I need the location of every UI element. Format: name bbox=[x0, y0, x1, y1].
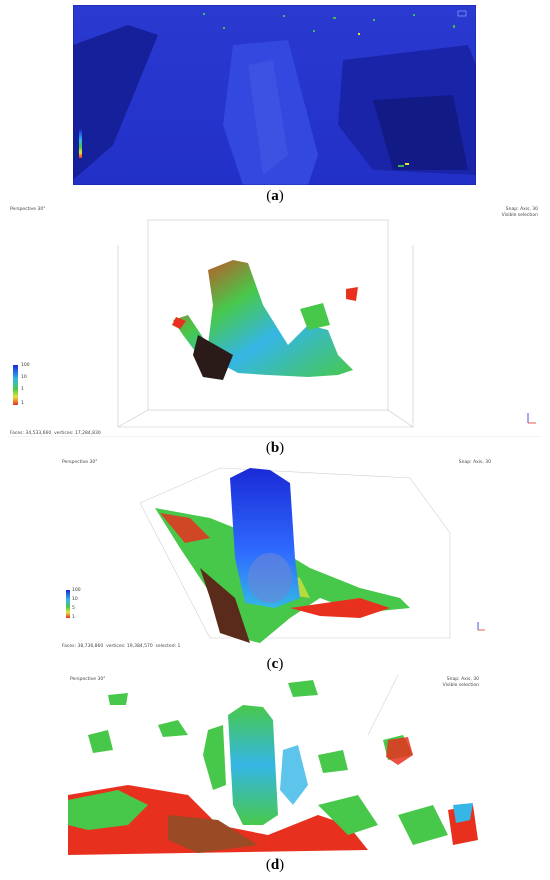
column-mesh bbox=[228, 705, 278, 825]
viewport-mode-label: Perspective 30° bbox=[62, 460, 98, 465]
axis-gizmo bbox=[527, 413, 536, 424]
color-scale-legend bbox=[66, 590, 70, 618]
mesh-render-b bbox=[8, 205, 542, 437]
caption-c: (c) bbox=[266, 656, 284, 672]
mesh-render-d bbox=[68, 675, 483, 855]
viewport-mode-label: Perspective 30° bbox=[10, 207, 46, 212]
caption-a: (a) bbox=[266, 188, 284, 204]
axis-gizmo bbox=[477, 622, 485, 631]
panel-a-image bbox=[73, 5, 476, 185]
color-scale-legend bbox=[79, 130, 82, 158]
caption-d: (d) bbox=[265, 857, 285, 873]
panel-c-image: Perspective 30° Snap: Axis, 30 Faces: 38… bbox=[60, 458, 495, 653]
blue-mesh-render bbox=[73, 5, 476, 185]
color-scale-legend bbox=[13, 365, 18, 405]
bounding-box bbox=[117, 219, 414, 428]
face-count-label: Faces: 38,736,860 vertices: 19,384,570 s… bbox=[62, 644, 181, 649]
face-count-label: Faces: 34,533,660 vertices: 17,284,830 bbox=[10, 431, 101, 436]
viewport-mode-label: Perspective 30° bbox=[70, 677, 106, 682]
snap-status-label: Snap: Axis, 30 Visible selection bbox=[501, 207, 538, 218]
snap-status-label: Snap: Axis, 30 bbox=[458, 460, 491, 465]
snap-status-label: Snap: Axis, 30 Visible selection bbox=[442, 677, 479, 688]
mesh-render-c bbox=[60, 458, 495, 653]
panel-d-image: Perspective 30° Snap: Axis, 30 Visible s… bbox=[68, 675, 483, 855]
panel-b-image: Perspective 30° Snap: Axis, 30 Visible s… bbox=[8, 205, 542, 437]
caption-b: (b) bbox=[265, 440, 285, 456]
